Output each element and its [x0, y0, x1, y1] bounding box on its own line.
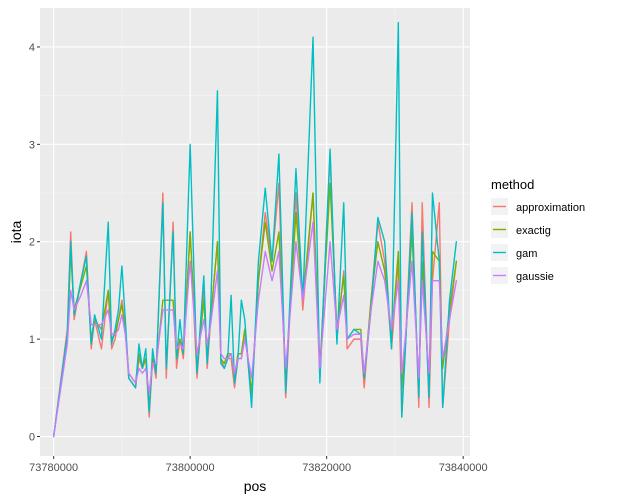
- x-tick-label: 73780000: [29, 462, 78, 474]
- series-line-gaussie: [52, 221, 458, 438]
- y-tick-label: 3: [29, 139, 35, 151]
- y-tick-label: 4: [29, 42, 35, 54]
- x-axis-title: pos: [244, 478, 267, 494]
- legend-title: method: [491, 177, 534, 192]
- x-tick-label: 73820000: [302, 462, 351, 474]
- y-tick-label: 2: [29, 237, 35, 249]
- x-tick-label: 73800000: [166, 462, 215, 474]
- y-tick-label: 0: [29, 432, 35, 444]
- y-axis: 0 1 2 3 4: [29, 42, 40, 444]
- legend-label-exactig: exactig: [516, 225, 551, 237]
- plot-panel: [40, 8, 470, 456]
- series-layer: [52, 21, 458, 438]
- legend-label-gaussie: gaussie: [516, 271, 554, 283]
- x-tick-label: 73840000: [439, 462, 488, 474]
- x-axis: 73780000 73800000 73820000 73840000: [29, 456, 488, 474]
- y-axis-title: iota: [8, 221, 24, 244]
- grid-minor: [40, 8, 470, 456]
- legend: method approximation exactig gam gaussie: [491, 177, 585, 284]
- y-tick-label: 1: [29, 334, 35, 346]
- series-line-gam: [52, 21, 458, 438]
- legend-label-gam: gam: [516, 248, 537, 260]
- legend-label-approximation: approximation: [516, 202, 585, 214]
